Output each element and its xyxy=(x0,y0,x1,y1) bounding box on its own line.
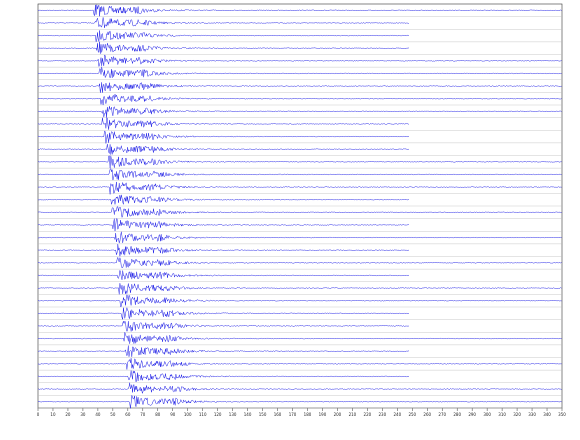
x-tick-label: 270 xyxy=(438,412,446,417)
x-tick-label: 140 xyxy=(244,412,252,417)
trace xyxy=(37,4,562,17)
x-tick-label: 200 xyxy=(334,412,342,417)
x-tick-label: 260 xyxy=(423,412,431,417)
x-tick-label: 20 xyxy=(65,412,71,417)
x-tick-label: 50 xyxy=(110,412,116,417)
trace xyxy=(37,358,562,370)
trace xyxy=(37,320,410,332)
trace xyxy=(37,394,562,409)
x-tick-label: 150 xyxy=(259,412,267,417)
x-tick-label: 350 xyxy=(558,412,566,417)
x-tick-label: 160 xyxy=(274,412,282,417)
x-tick-label: 280 xyxy=(453,412,461,417)
x-tick-label: 230 xyxy=(379,412,387,417)
trace xyxy=(37,30,410,42)
x-tick-label: 290 xyxy=(468,412,476,417)
trace xyxy=(37,294,562,308)
trace xyxy=(37,181,562,195)
trace xyxy=(37,231,562,244)
trace xyxy=(37,307,410,320)
x-tick-label: 250 xyxy=(408,412,416,417)
x-tick-label: 120 xyxy=(214,412,222,417)
trace xyxy=(37,82,562,93)
x-tick-label: 210 xyxy=(349,412,357,417)
trace xyxy=(37,106,562,118)
trace xyxy=(37,94,562,106)
x-tick-label: 300 xyxy=(483,412,491,417)
x-tick-label: 190 xyxy=(319,412,327,417)
trace xyxy=(37,218,410,232)
trace xyxy=(37,382,562,395)
x-tick-label: 170 xyxy=(289,412,297,417)
x-tick-label: 100 xyxy=(184,412,192,417)
trace xyxy=(37,206,562,218)
x-tick-label: 340 xyxy=(543,412,551,417)
x-tick-label: 310 xyxy=(498,412,506,417)
trace xyxy=(37,270,410,280)
x-tick-label: 80 xyxy=(155,412,161,417)
trace xyxy=(37,41,410,54)
trace xyxy=(37,256,562,269)
trace xyxy=(37,167,562,181)
x-tick-label: 10 xyxy=(50,412,56,417)
x-tick-label: 30 xyxy=(80,412,86,417)
x-tick-label: 220 xyxy=(364,412,372,417)
trace xyxy=(37,283,562,295)
trace xyxy=(37,155,562,169)
trace xyxy=(37,117,410,130)
trace xyxy=(37,17,410,28)
x-tick-label: 320 xyxy=(513,412,521,417)
trace xyxy=(38,345,410,357)
x-tick-label: 330 xyxy=(528,412,536,417)
x-tick-label: 40 xyxy=(95,412,101,417)
trace xyxy=(37,66,562,79)
x-tick-label: 240 xyxy=(393,412,401,417)
trace xyxy=(37,143,410,155)
x-tick-label: 0 xyxy=(37,412,40,417)
x-tick-label: 180 xyxy=(304,412,312,417)
x-tick-label: 110 xyxy=(199,412,207,417)
x-tick-label: 60 xyxy=(125,412,131,417)
x-tick-label: 130 xyxy=(229,412,237,417)
trace xyxy=(37,332,562,344)
trace xyxy=(37,130,410,144)
x-tick-label: 90 xyxy=(170,412,176,417)
trace xyxy=(37,194,410,205)
x-tick-label: 70 xyxy=(140,412,146,417)
trace xyxy=(37,54,562,67)
trace xyxy=(37,244,410,257)
trace xyxy=(37,370,410,383)
